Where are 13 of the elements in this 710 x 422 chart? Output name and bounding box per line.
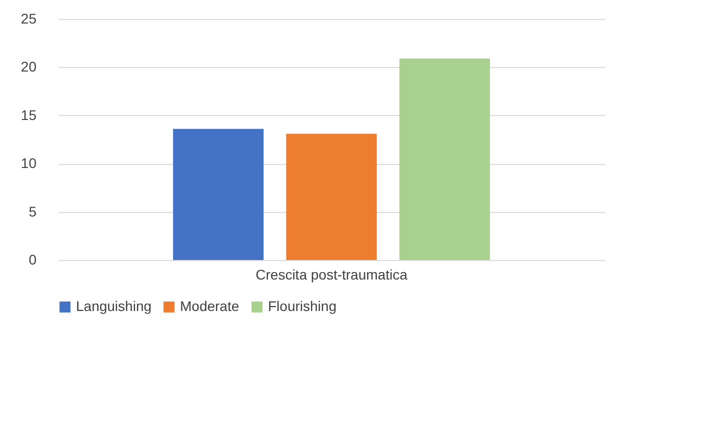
y-tick-label: 25: [20, 10, 37, 26]
bar: [286, 134, 377, 260]
y-tick-label: 10: [20, 155, 37, 172]
y-tick-label: 15: [20, 106, 37, 123]
y-tick-label: 0: [28, 252, 37, 268]
y-tick-label: 20: [20, 58, 37, 75]
legend-label: Flourishing: [268, 298, 336, 314]
bar: [399, 58, 490, 260]
x-tick-label: Crescita post-traumatica: [256, 266, 408, 282]
y-tick-label: 5: [28, 203, 37, 220]
legend-label: Moderate: [180, 298, 240, 314]
legend-label: Languishing: [76, 298, 152, 314]
bar: [173, 128, 264, 260]
